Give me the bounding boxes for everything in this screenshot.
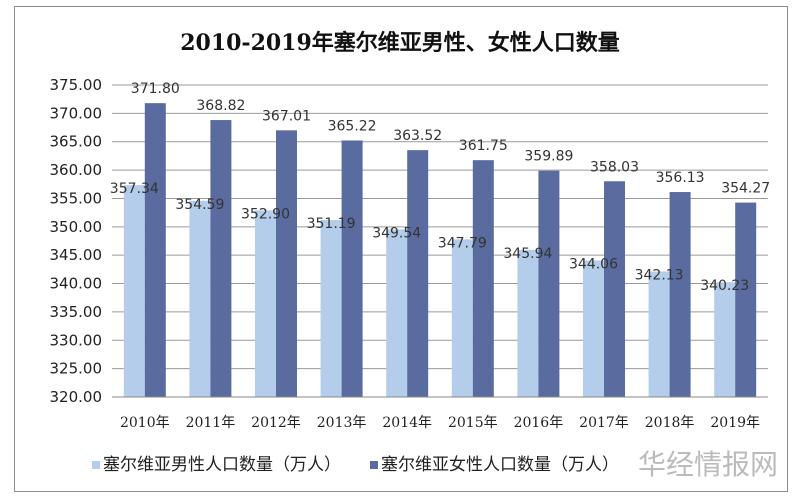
- y-tick-label: 350.00: [50, 218, 103, 236]
- male-bar: [714, 282, 736, 397]
- female-data-label: 368.82: [196, 98, 245, 114]
- chart-title: 2010-2019年塞尔维亚男性、女性人口数量: [180, 30, 620, 56]
- female-bar: [669, 192, 691, 397]
- legend-label: 塞尔维亚女性人口数量（万人）: [381, 455, 619, 475]
- female-data-label: 359.89: [524, 149, 573, 165]
- female-bar: [604, 181, 625, 397]
- male-bar: [517, 249, 539, 397]
- male-bar: [386, 229, 408, 397]
- x-tick-label: 2016年: [514, 415, 564, 431]
- x-tick-label: 2015年: [448, 415, 498, 431]
- male-data-label: 344.06: [569, 257, 618, 273]
- y-tick-label: 340.00: [50, 275, 103, 293]
- male-bar: [189, 200, 211, 397]
- y-tick-label: 335.00: [50, 303, 103, 321]
- female-data-label: 365.22: [328, 118, 377, 134]
- y-tick-label: 365.00: [50, 133, 103, 151]
- x-tick-label: 2010年: [120, 415, 170, 431]
- male-data-label: 354.59: [175, 197, 224, 213]
- x-tick-label: 2011年: [186, 415, 236, 431]
- female-data-label: 358.03: [590, 159, 639, 175]
- male-data-label: 349.54: [372, 225, 421, 241]
- male-bar: [451, 239, 473, 397]
- legend-swatch: [92, 461, 100, 469]
- female-data-label: 363.52: [393, 128, 442, 144]
- male-data-label: 345.94: [503, 246, 552, 262]
- y-tick-label: 360.00: [50, 161, 103, 179]
- x-tick-label: 2012年: [251, 415, 301, 431]
- male-data-label: 351.19: [307, 216, 356, 232]
- male-data-label: 342.13: [635, 267, 684, 283]
- female-data-label: 371.80: [131, 81, 180, 97]
- x-tick-label: 2018年: [645, 415, 695, 431]
- male-bar: [583, 260, 604, 397]
- male-data-label: 357.34: [110, 181, 159, 197]
- y-tick-label: 355.00: [50, 189, 103, 207]
- x-tick-label: 2013年: [317, 415, 367, 431]
- female-bar: [210, 120, 232, 397]
- female-data-label: 361.75: [459, 138, 508, 154]
- female-bar: [341, 140, 363, 397]
- x-tick-label: 2019年: [710, 415, 760, 431]
- male-bar: [648, 271, 670, 397]
- y-tick-label: 325.00: [50, 360, 103, 378]
- male-bar: [320, 220, 342, 397]
- y-tick-label: 345.00: [50, 246, 103, 264]
- x-tick-label: 2017年: [579, 415, 629, 431]
- male-data-label: 347.79: [438, 235, 487, 251]
- female-bar: [407, 150, 429, 397]
- female-bar: [735, 202, 757, 397]
- watermark: 华经情报网: [638, 448, 778, 481]
- male-bar: [255, 210, 276, 397]
- female-bar: [276, 130, 297, 398]
- legend-label: 塞尔维亚男性人口数量（万人）: [103, 455, 341, 475]
- male-bar: [123, 185, 145, 397]
- y-tick-label: 320.00: [50, 388, 103, 406]
- y-tick-label: 375.00: [50, 76, 103, 94]
- female-data-label: 354.27: [721, 181, 770, 197]
- male-data-label: 352.90: [241, 206, 290, 222]
- legend-swatch: [370, 461, 378, 469]
- female-bar: [472, 160, 494, 397]
- x-tick-label: 2014年: [382, 415, 432, 431]
- female-bar: [538, 170, 560, 397]
- female-data-label: 356.13: [656, 170, 705, 186]
- male-data-label: 340.23: [700, 278, 749, 294]
- y-tick-label: 330.00: [50, 331, 103, 349]
- female-bar: [144, 103, 166, 398]
- female-data-label: 367.01: [262, 108, 311, 124]
- y-tick-label: 370.00: [50, 104, 103, 122]
